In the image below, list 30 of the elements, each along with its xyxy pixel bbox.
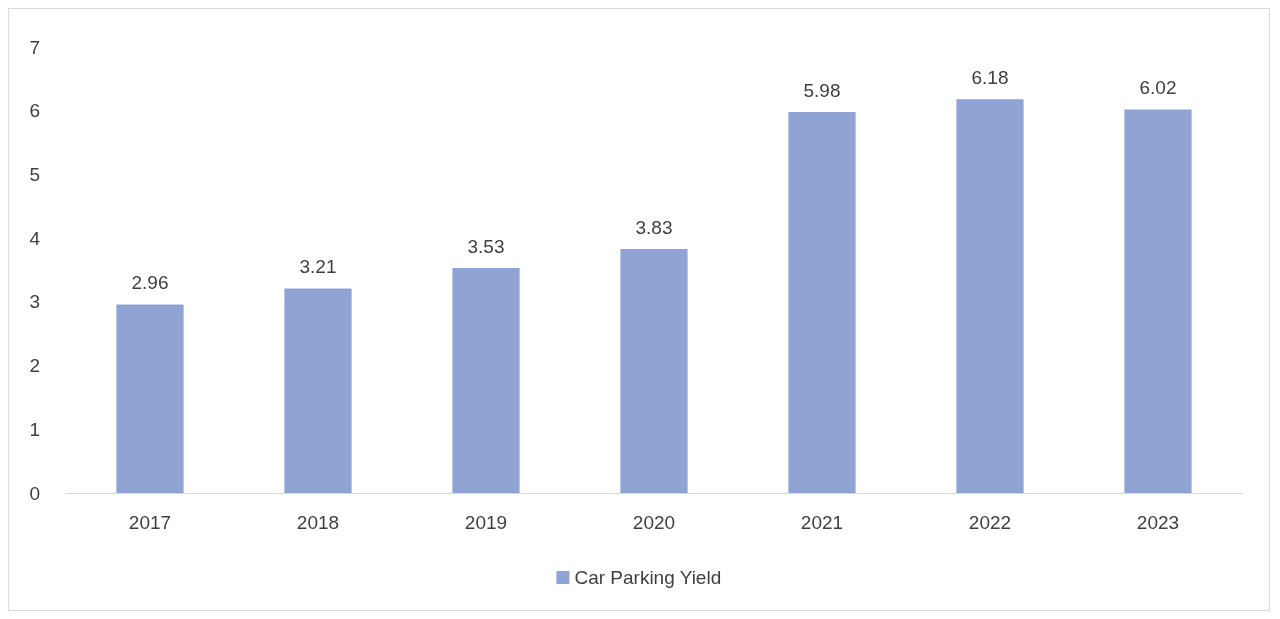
legend-label: Car Parking Yield — [574, 567, 722, 588]
data-label: 3.21 — [299, 256, 337, 278]
y-tick-label: 4 — [29, 227, 41, 249]
x-tick-label: 2022 — [968, 512, 1012, 533]
data-label: 6.18 — [971, 67, 1009, 89]
x-tick-label: 2021 — [800, 512, 844, 533]
y-tick-label: 7 — [29, 36, 40, 58]
bar — [956, 99, 1024, 493]
data-label: 5.98 — [803, 79, 841, 101]
x-tick-label: 2018 — [296, 512, 340, 533]
y-tick-label: 6 — [29, 100, 40, 122]
data-label: 3.83 — [635, 216, 673, 238]
y-tick-label: 0 — [29, 482, 40, 504]
y-tick-label: 2 — [29, 355, 40, 377]
y-tick-label: 3 — [29, 291, 40, 313]
bar — [116, 304, 184, 493]
x-tick-label: 2020 — [632, 512, 676, 533]
y-tick-label: 1 — [29, 418, 40, 440]
bar — [788, 111, 856, 493]
bar — [284, 288, 352, 493]
bar — [620, 248, 688, 493]
y-tick-label: 5 — [29, 163, 40, 185]
x-tick-label: 2019 — [464, 512, 508, 533]
data-label: 6.02 — [1139, 77, 1177, 99]
data-label: 2.96 — [131, 272, 169, 294]
x-tick-label: 2023 — [1136, 512, 1180, 533]
bar — [1124, 109, 1192, 493]
bar — [452, 268, 520, 493]
x-tick-label: 2017 — [128, 512, 172, 533]
data-label: 3.53 — [467, 236, 505, 258]
